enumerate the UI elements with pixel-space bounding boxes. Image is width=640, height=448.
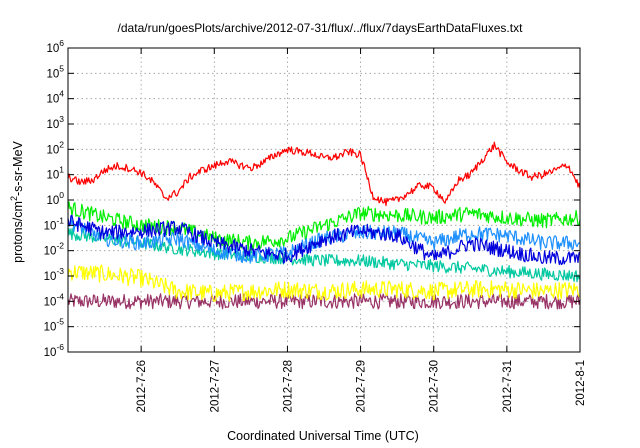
series-line-2 [67, 215, 581, 264]
x-tick-label: 2012-7-28 [282, 360, 294, 412]
y-tick-label: 10-5 [44, 317, 65, 334]
x-tick-label: 2012-7-31 [502, 360, 514, 412]
x-tick-label: 2012-8-1 [575, 360, 587, 406]
series-layer [67, 141, 581, 310]
series-line-5 [67, 264, 581, 302]
x-tick-label: 2012-7-26 [136, 360, 148, 412]
x-tick-label: 2012-7-30 [429, 360, 441, 412]
y-tick-label: 105 [46, 63, 64, 80]
y-tick-label: 103 [46, 114, 64, 131]
series-line-4 [67, 227, 581, 283]
axis-ticks: 10-6 10-5 10-4 10-3 10-2 10-1 100 101 102 103 104 1… [44, 38, 587, 412]
y-axis-title-rest: -s-sr-MeV [11, 140, 25, 196]
y-axis-title: protons/cm2-s-sr-MeV [9, 140, 25, 262]
y-tick-label: 101 [46, 165, 64, 182]
y-tick-label: 104 [46, 89, 64, 106]
x-axis-title: Coordinated Universal Time (UTC) [227, 429, 419, 443]
series-line-3 [67, 214, 581, 266]
y-tick-label: 10-1 [44, 215, 65, 232]
chart-title: /data/run/goesPlots/archive/2012-07-31/f… [118, 21, 524, 35]
y-axis-title-main: protons/cm [11, 201, 25, 263]
y-axis-title-superscript: 2 [9, 196, 19, 201]
x-tick-label: 2012-7-29 [356, 360, 368, 412]
y-tick-label: 100 [46, 190, 64, 207]
series-line-0 [67, 141, 581, 207]
y-tick-label: 106 [46, 38, 64, 55]
y-tick-label: 10-4 [44, 291, 65, 308]
series-line-6 [67, 293, 581, 310]
y-tick-label: 102 [46, 139, 64, 156]
y-tick-label: 10-6 [44, 342, 65, 359]
y-tick-label: 10-3 [44, 266, 65, 283]
x-tick-label: 2012-7-27 [209, 360, 221, 412]
y-tick-label: 10-2 [44, 241, 65, 258]
